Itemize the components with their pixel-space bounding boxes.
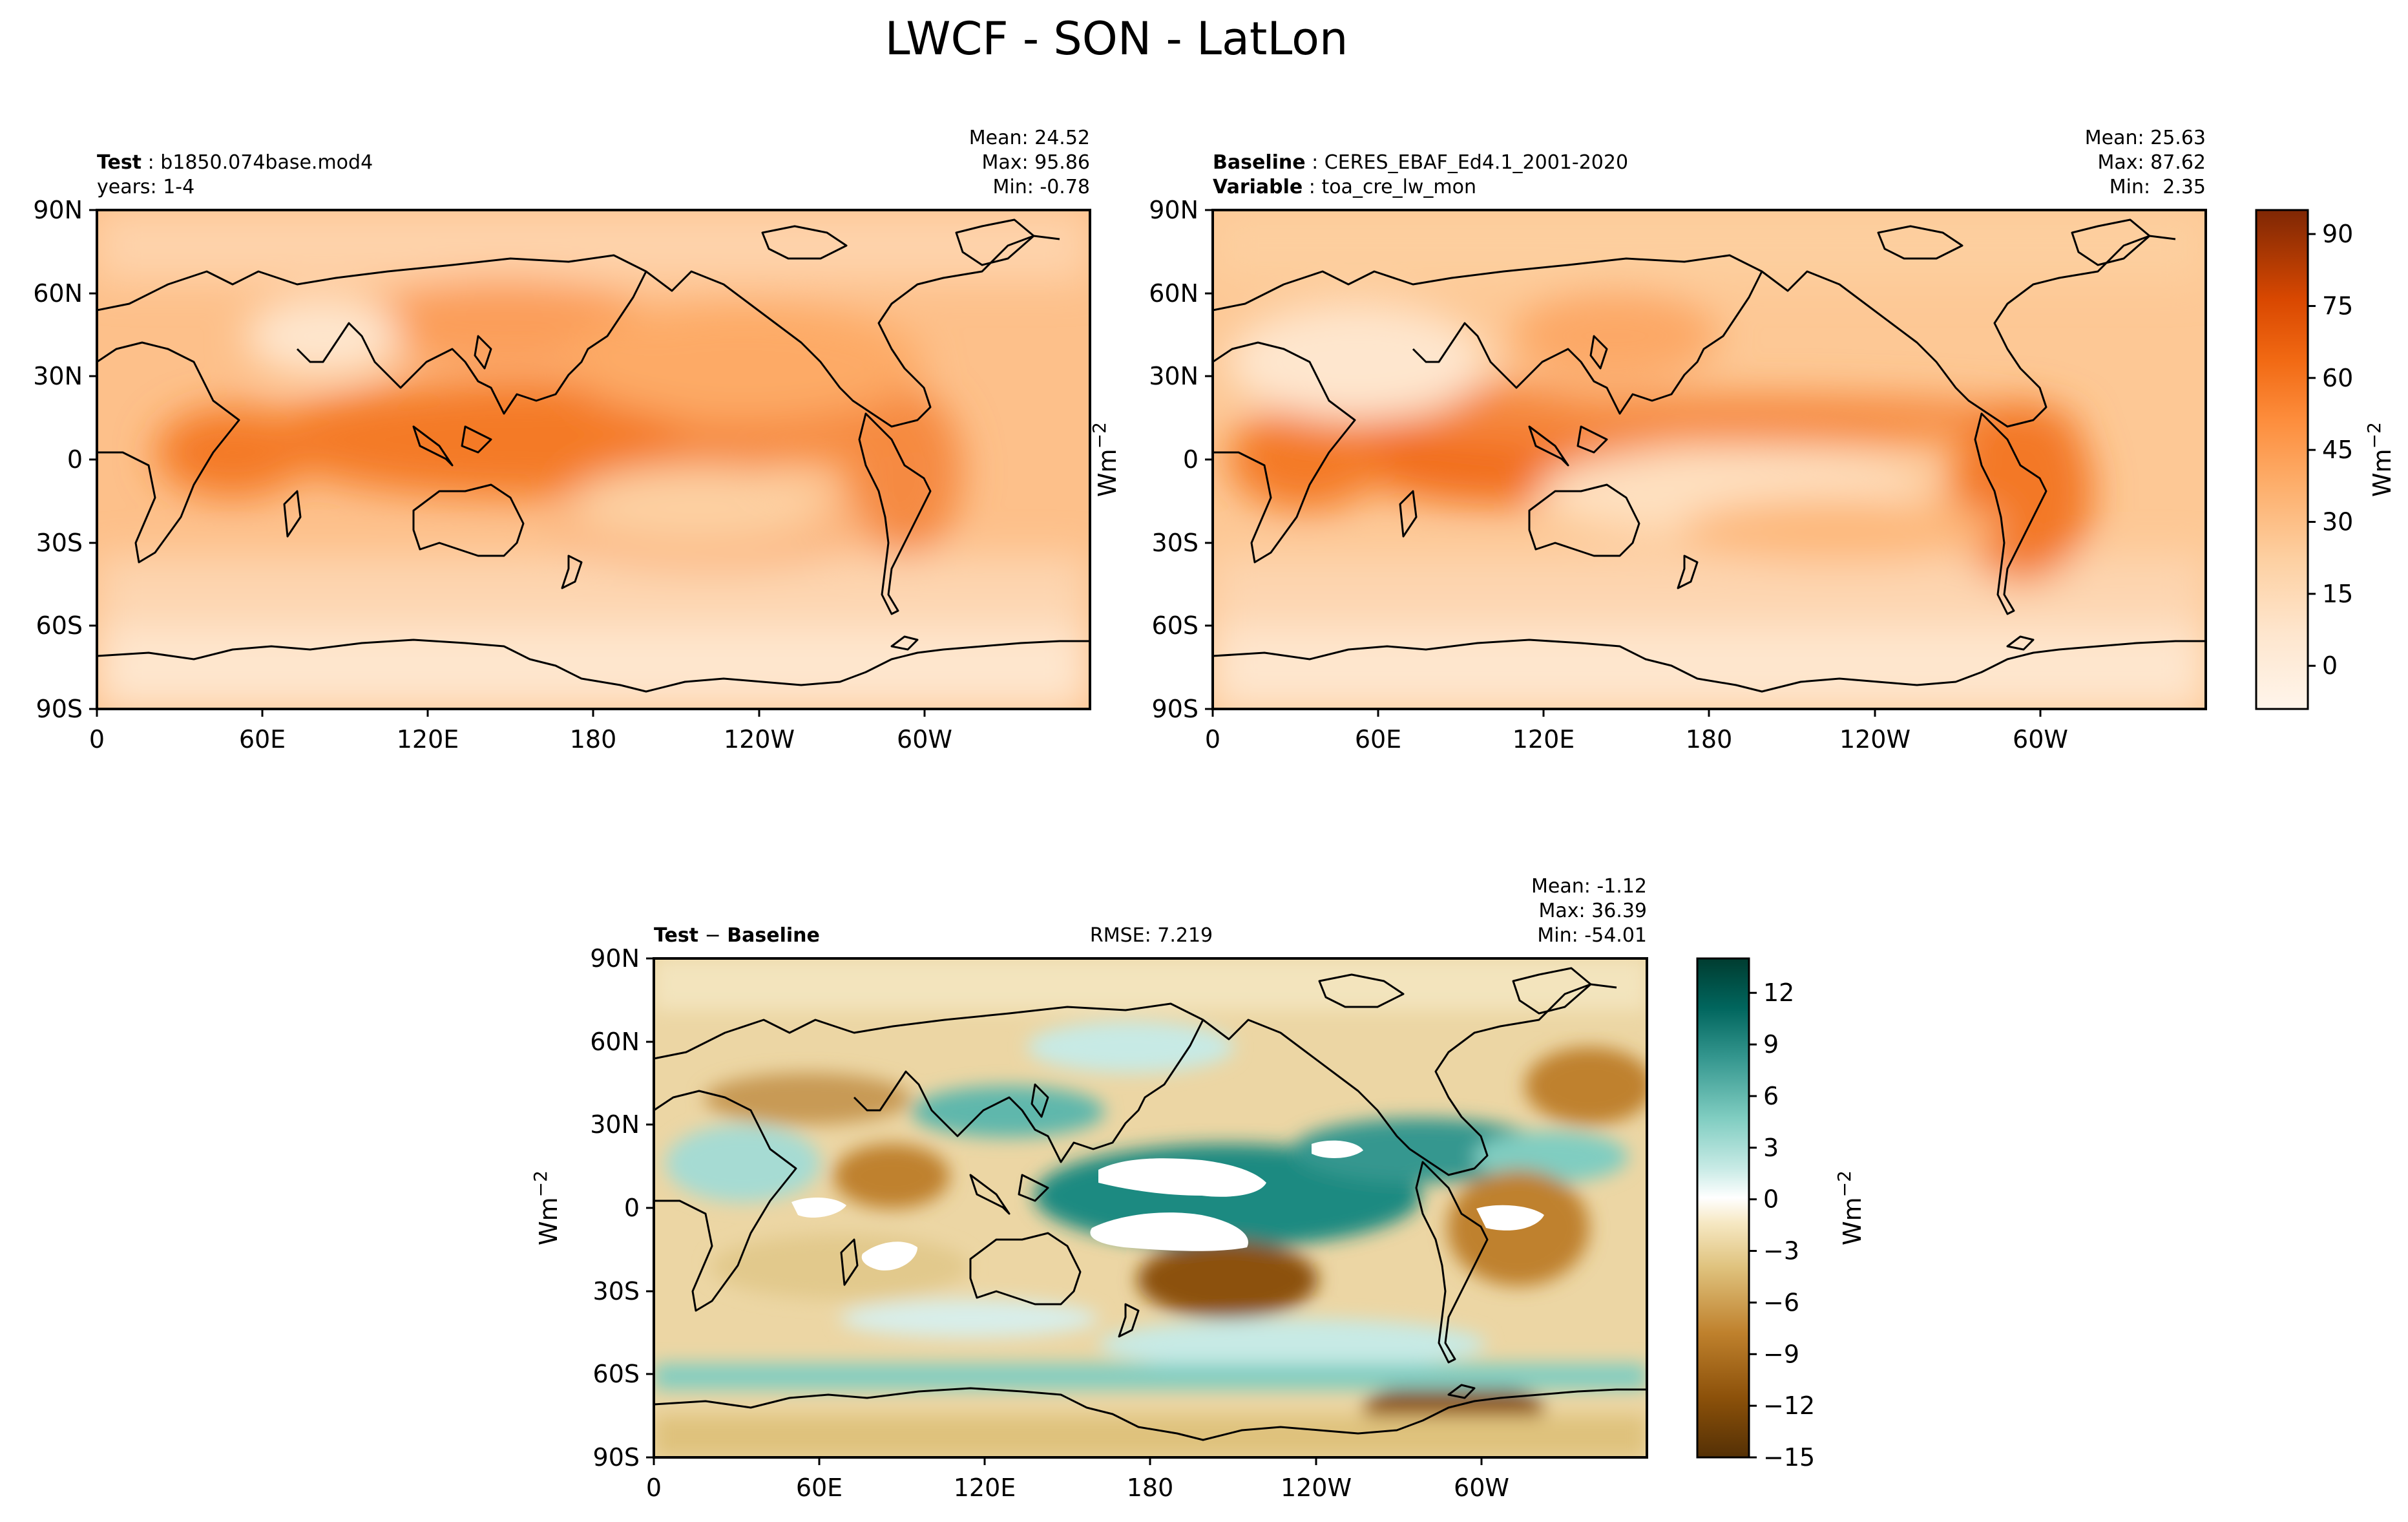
baseline-ytick-label: 90N	[1149, 196, 1199, 224]
test-x-ticks	[96, 709, 926, 717]
test-ytick-label: 30S	[36, 529, 83, 557]
diff-xtick-label: 120E	[954, 1474, 1016, 1502]
diff-colorbar-tick-label: −6	[1763, 1288, 1799, 1316]
diff-stat-min: Min: -54.01	[1537, 924, 1647, 947]
test-ytick-label: 60N	[33, 279, 83, 308]
baseline-variable: Variable : toa_cre_lw_mon	[1213, 176, 1476, 198]
diff-ytick-label: 30N	[590, 1110, 640, 1139]
top-colorbar-tick-label: 90	[2322, 220, 2353, 248]
baseline-label: Baseline : CERES_EBAF_Ed4.1_2001-2020	[1213, 151, 1628, 174]
top-colorbar-units: Wm−2	[2363, 422, 2396, 497]
test-years: years: 1-4	[97, 176, 194, 198]
diff-colorbar-tick-label: −3	[1763, 1237, 1799, 1265]
diff-y-ticks	[646, 957, 654, 1459]
diff-coastlines	[654, 967, 1647, 1441]
top-colorbar: 0 15 30 45 60 75 90 Wm−2	[2255, 209, 2396, 710]
baseline-map	[1213, 210, 2206, 709]
diff-ytick-label: 30S	[593, 1277, 640, 1305]
baseline-xtick-label: 0	[1205, 725, 1220, 754]
test-ytick-label: 30N	[33, 362, 83, 390]
test-xtick-label: 120E	[397, 725, 459, 754]
test-xtick-label: 120W	[724, 725, 795, 754]
diff-colorbar-tick-label: 12	[1763, 978, 1794, 1007]
test-map	[97, 210, 1090, 709]
test-xtick-label: 60E	[239, 725, 286, 754]
top-colorbar-tick-label: 15	[2322, 580, 2353, 608]
baseline-xtick-label: 120E	[1513, 725, 1575, 754]
baseline-xtick-label: 60W	[2013, 725, 2068, 754]
top-colorbar-tick-label: 45	[2322, 436, 2353, 464]
diff-colorbar-ticks: 12 9 6 3 0 −3 −6 −9 −12 −15	[1749, 978, 1815, 1472]
diff-ytick-label: 0	[624, 1194, 640, 1222]
diff-ytick-label: 60S	[593, 1360, 640, 1388]
baseline-stat-mean: Mean: 25.63	[2085, 127, 2206, 149]
diff-xtick-label: 60E	[796, 1474, 843, 1502]
diff-x-ticks	[653, 1457, 1483, 1465]
baseline-ytick-label: 30S	[1152, 529, 1199, 557]
test-ytick-label: 90N	[33, 196, 83, 224]
baseline-coastlines	[1213, 218, 2206, 693]
diff-colorbar-tick-label: −9	[1763, 1340, 1799, 1368]
test-stat-min: Min: -0.78	[993, 176, 1091, 198]
baseline-xtick-label: 120W	[1839, 725, 1911, 754]
diff-stat-mean: Mean: -1.12	[1531, 875, 1647, 898]
figure-title: LWCF - SON - LatLon	[885, 12, 1348, 65]
baseline-panel: Baseline : CERES_EBAF_Ed4.1_2001-2020 Va…	[1149, 127, 2207, 754]
top-colorbar-tick-label: 60	[2322, 364, 2353, 392]
baseline-x-ticks	[1211, 709, 2042, 717]
diff-map	[654, 958, 1647, 1457]
test-xtick-label: 0	[89, 725, 105, 754]
diff-units-label: Wm−2	[530, 1170, 563, 1245]
test-panel: Test : b1850.074base.mod4 years: 1-4 Mea…	[33, 127, 1091, 754]
diff-colorbar-tick-label: 6	[1763, 1082, 1779, 1110]
diff-xtick-label: 0	[646, 1474, 662, 1502]
baseline-stat-max: Max: 87.62	[2097, 151, 2206, 174]
diff-xtick-label: 60W	[1454, 1474, 1509, 1502]
test-ytick-label: 0	[67, 445, 83, 474]
top-units-label: Wm−2	[1089, 422, 1122, 497]
baseline-ytick-label: 60S	[1152, 611, 1199, 640]
diff-rmse: RMSE: 7.219	[1090, 924, 1213, 947]
top-colorbar-tick-label: 0	[2322, 651, 2338, 680]
diff-ytick-label: 90S	[593, 1443, 640, 1472]
test-ytick-label: 60S	[36, 611, 83, 640]
diff-label: Test − Baseline	[654, 924, 820, 947]
test-xtick-label: 60W	[897, 725, 952, 754]
diff-white-patches	[791, 1140, 1544, 1271]
baseline-y-ticks	[1205, 209, 1213, 710]
diff-colorbar-units: Wm−2	[1834, 1170, 1867, 1245]
diff-colorbar-tick-label: −12	[1763, 1391, 1815, 1420]
baseline-xtick-label: 60E	[1355, 725, 1401, 754]
baseline-ytick-label: 30N	[1149, 362, 1199, 390]
diff-colorbar-tick-label: 3	[1763, 1134, 1779, 1162]
test-y-ticks	[89, 209, 97, 710]
test-xtick-label: 180	[570, 725, 617, 754]
top-colorbar-ticks: 0 15 30 45 60 75 90	[2308, 220, 2353, 680]
diff-colorbar-tick-label: 0	[1763, 1185, 1779, 1214]
diff-xtick-label: 120W	[1281, 1474, 1352, 1502]
top-colorbar-fill	[2255, 209, 2309, 710]
diff-stat-max: Max: 36.39	[1538, 900, 1647, 922]
diff-colorbar-tick-label: 9	[1763, 1030, 1779, 1059]
diff-colorbar-fill	[1696, 957, 1750, 1459]
top-colorbar-tick-label: 30	[2322, 508, 2353, 536]
baseline-ytick-label: 60N	[1149, 279, 1199, 308]
diff-ytick-label: 60N	[590, 1028, 640, 1056]
diff-xtick-label: 180	[1127, 1474, 1174, 1502]
test-coastlines	[97, 218, 1090, 693]
baseline-stat-min: Min: 2.35	[2110, 176, 2206, 198]
test-stat-max: Max: 95.86	[981, 151, 1090, 174]
baseline-xtick-label: 180	[1686, 725, 1733, 754]
baseline-ytick-label: 90S	[1152, 695, 1199, 723]
diff-ytick-label: 90N	[590, 944, 640, 973]
diff-colorbar: 12 9 6 3 0 −3 −6 −9 −12 −15 Wm−2	[1696, 957, 1867, 1472]
diff-colorbar-tick-label: −15	[1763, 1443, 1815, 1472]
diff-panel: Test − Baseline RMSE: 7.219 Mean: -1.12 …	[530, 875, 1648, 1502]
top-colorbar-tick-label: 75	[2322, 291, 2353, 320]
baseline-ytick-label: 0	[1183, 445, 1199, 474]
test-label: Test : b1850.074base.mod4	[97, 151, 373, 174]
test-stat-mean: Mean: 24.52	[969, 127, 1090, 149]
test-ytick-label: 90S	[36, 695, 83, 723]
